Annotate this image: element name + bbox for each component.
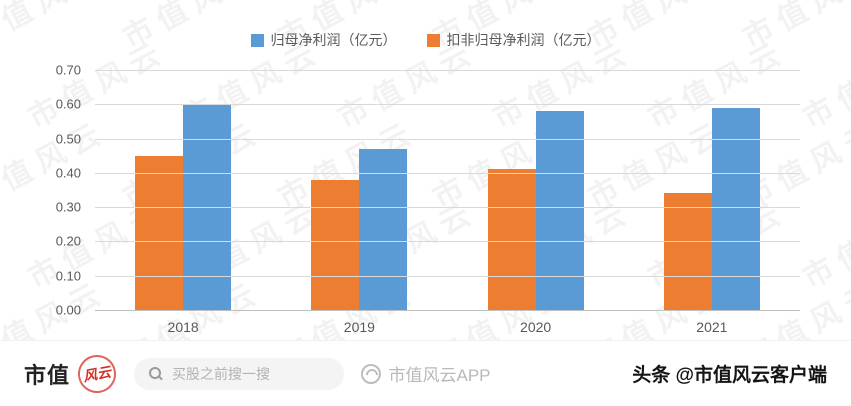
x-tick-label: 2021 [696,319,728,335]
search-box[interactable] [134,357,345,390]
search-icon [148,366,163,381]
legend-swatch [250,33,264,47]
legend-label: 归母净利润（亿元） [270,32,397,48]
legend-item: 归母净利润（亿元） [250,30,397,50]
x-tick-label: 2019 [343,319,375,335]
bar-groups [95,70,800,310]
app-watermark-text: 市值风云APP [388,366,491,385]
brand-logo-stamp-text: 风云 [81,363,113,384]
toutiao-handle-text: 头条 @市值风云客户端 [632,365,827,386]
x-tick-label: 2020 [520,319,552,335]
chart-card: 市值风云 市值风云 市值风云 市值风云 市值风云 市值风云 市值风云 市值风云 市值风云 市值风云… [0,0,851,340]
gridline [95,275,800,277]
bar [311,179,360,310]
gridline [95,172,800,174]
footer-bar: 市值 风云 市值风云APP 头条 @市值风云客户端 [0,340,851,406]
bar [359,148,408,310]
x-axis-labels: 2018 2019 2020 2021 [95,319,800,335]
legend-label: 扣非归母净利润（亿元） [446,32,601,48]
bar [535,111,584,310]
fengyun-app-logo-icon [360,363,381,384]
bar-group [448,70,624,310]
brand-logo-stamp-icon: 风云 [75,351,120,396]
y-tick-label: 0.50 [55,131,81,147]
y-tick-label: 0.40 [55,165,81,181]
x-axis-line [95,310,800,311]
plot-area: 2018 2019 2020 2021 0.00 0.10 0.20 0.30 0.40 0.5… [56,63,800,335]
brand-logo-text: 市值 [24,362,71,388]
gridline [95,138,800,140]
legend-item: 扣非归母净利润（亿元） [426,30,601,50]
y-tick-label: 0.10 [55,268,81,284]
gridline [95,70,800,71]
legend-swatch [426,33,440,47]
watermark-text: 市值风云 [797,194,851,296]
gridline [95,104,800,106]
app-watermark: 市值风云APP [360,361,491,386]
y-tick-label: 0.30 [55,199,81,215]
bar-group [271,70,447,310]
bar-group [95,70,271,310]
bar [135,155,184,310]
brand-logo: 市值 风云 [24,351,120,396]
gridline [95,207,800,209]
x-tick-label: 2018 [167,319,199,335]
bar [663,193,712,310]
search-input[interactable] [172,365,323,382]
gridline [95,241,800,243]
bar-group [624,70,800,310]
chart-legend: 归母净利润（亿元） 扣非归母净利润（亿元） [0,30,851,50]
bar [487,169,536,310]
y-tick-label: 0.20 [55,233,81,249]
y-tick-label: 0.70 [55,62,81,78]
y-tick-label: 0.00 [55,302,81,318]
toutiao-handle: 头条 @市值风云客户端 [632,360,827,387]
y-tick-label: 0.60 [55,96,81,112]
